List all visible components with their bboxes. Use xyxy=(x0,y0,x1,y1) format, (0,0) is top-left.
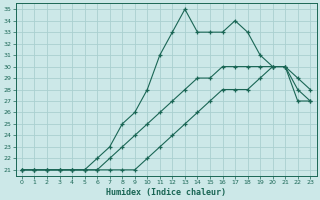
X-axis label: Humidex (Indice chaleur): Humidex (Indice chaleur) xyxy=(106,188,226,197)
